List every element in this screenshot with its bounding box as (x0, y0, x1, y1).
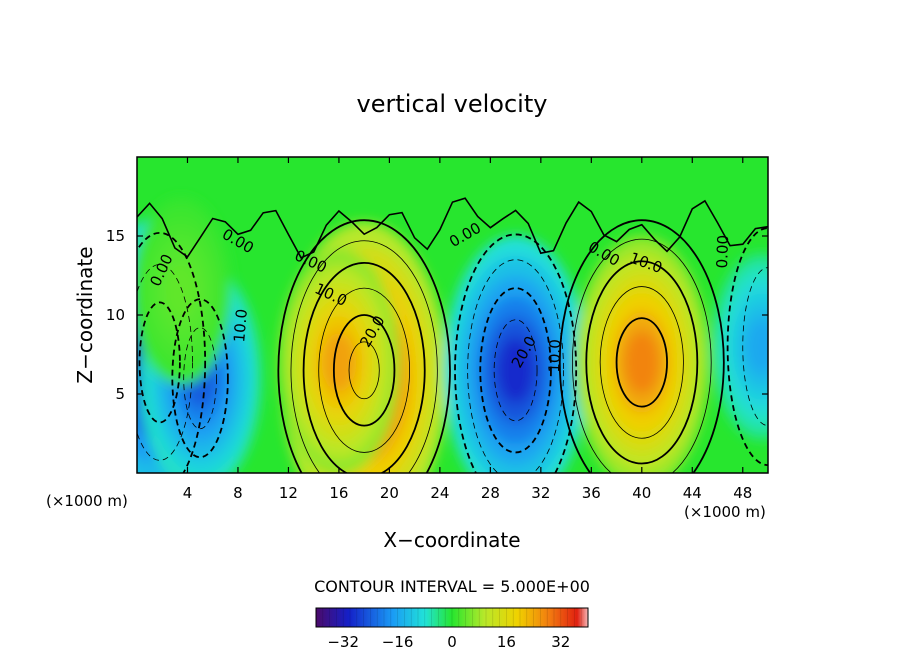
contour-line (137, 231, 207, 473)
y-axis-label: Z−coordinate (73, 246, 97, 383)
contour-line (599, 286, 684, 439)
contour-line (302, 261, 426, 473)
contour-line (615, 317, 668, 408)
contour-line (493, 319, 538, 422)
contour-line (467, 259, 564, 473)
colorbar: −32 −16 0 16 32 (315, 607, 589, 651)
contour-line (138, 301, 181, 424)
contour-line (290, 240, 438, 473)
contour-label: 10.0 (545, 339, 564, 373)
contour-line (585, 260, 699, 465)
x-axis-label: X−coordinate (383, 528, 520, 552)
contour-line (572, 238, 712, 473)
contour-line (332, 314, 396, 427)
x-tick-label: 32 (531, 484, 550, 502)
zero-contour (137, 197, 768, 259)
contour-line (742, 267, 768, 426)
colorbar-ticks: −32 −16 0 16 32 (327, 633, 570, 651)
contour-lines (137, 197, 768, 473)
x-tick-label: 36 (582, 484, 601, 502)
x-tick-label: 28 (481, 484, 500, 502)
x-tick-label: 20 (380, 484, 399, 502)
y-tick-label: 5 (115, 385, 125, 403)
contour-line (726, 227, 768, 466)
colorbar-tick-label: 0 (447, 633, 457, 651)
y-tick-label: 10 (106, 306, 125, 324)
colorbar-gradient (316, 608, 588, 627)
colorbar-stripes (315, 608, 589, 627)
x-tick-label: 16 (329, 484, 348, 502)
field-blob (166, 265, 196, 318)
x-axis: 4 8 12 16 20 24 28 32 36 40 44 48 (183, 157, 752, 502)
field-blob (624, 330, 660, 394)
contour-line (137, 264, 193, 461)
contour-line (454, 233, 578, 473)
field-blob (747, 320, 768, 373)
contour-label: 10.0 (230, 308, 251, 343)
y-tick-label: 15 (106, 227, 125, 245)
colorbar-tick-label: 16 (497, 633, 516, 651)
x-unit-right: (×1000 m) (684, 503, 766, 521)
contour-line (183, 327, 217, 430)
field-blob (497, 337, 534, 404)
color-field (137, 197, 768, 473)
contour-line (318, 287, 410, 453)
contour-label: 0.00 (713, 235, 732, 269)
x-tick-label: 12 (279, 484, 298, 502)
contour-line (558, 219, 725, 473)
colorbar-tick-label: 32 (551, 633, 570, 651)
contour-line (479, 287, 552, 454)
colorbar-tick-label: −16 (382, 633, 414, 651)
contour-line (277, 219, 451, 473)
x-tick-label: 48 (733, 484, 752, 502)
contour-line (348, 341, 380, 400)
chart-title: vertical velocity (357, 90, 548, 118)
y-axis: 5 10 15 (106, 227, 768, 403)
colorbar-tick-label: −32 (327, 633, 359, 651)
x-tick-label: 24 (430, 484, 449, 502)
x-tick-label: 44 (683, 484, 702, 502)
x-unit-left: (×1000 m) (46, 492, 128, 510)
x-tick-label: 40 (632, 484, 651, 502)
x-tick-label: 4 (183, 484, 193, 502)
colorbar-frame (315, 607, 589, 628)
x-tick-label: 8 (233, 484, 243, 502)
contour-interval-text: CONTOUR INTERVAL = 5.000E+00 (314, 577, 590, 596)
contour-line (171, 298, 229, 459)
field-blob (322, 332, 356, 392)
